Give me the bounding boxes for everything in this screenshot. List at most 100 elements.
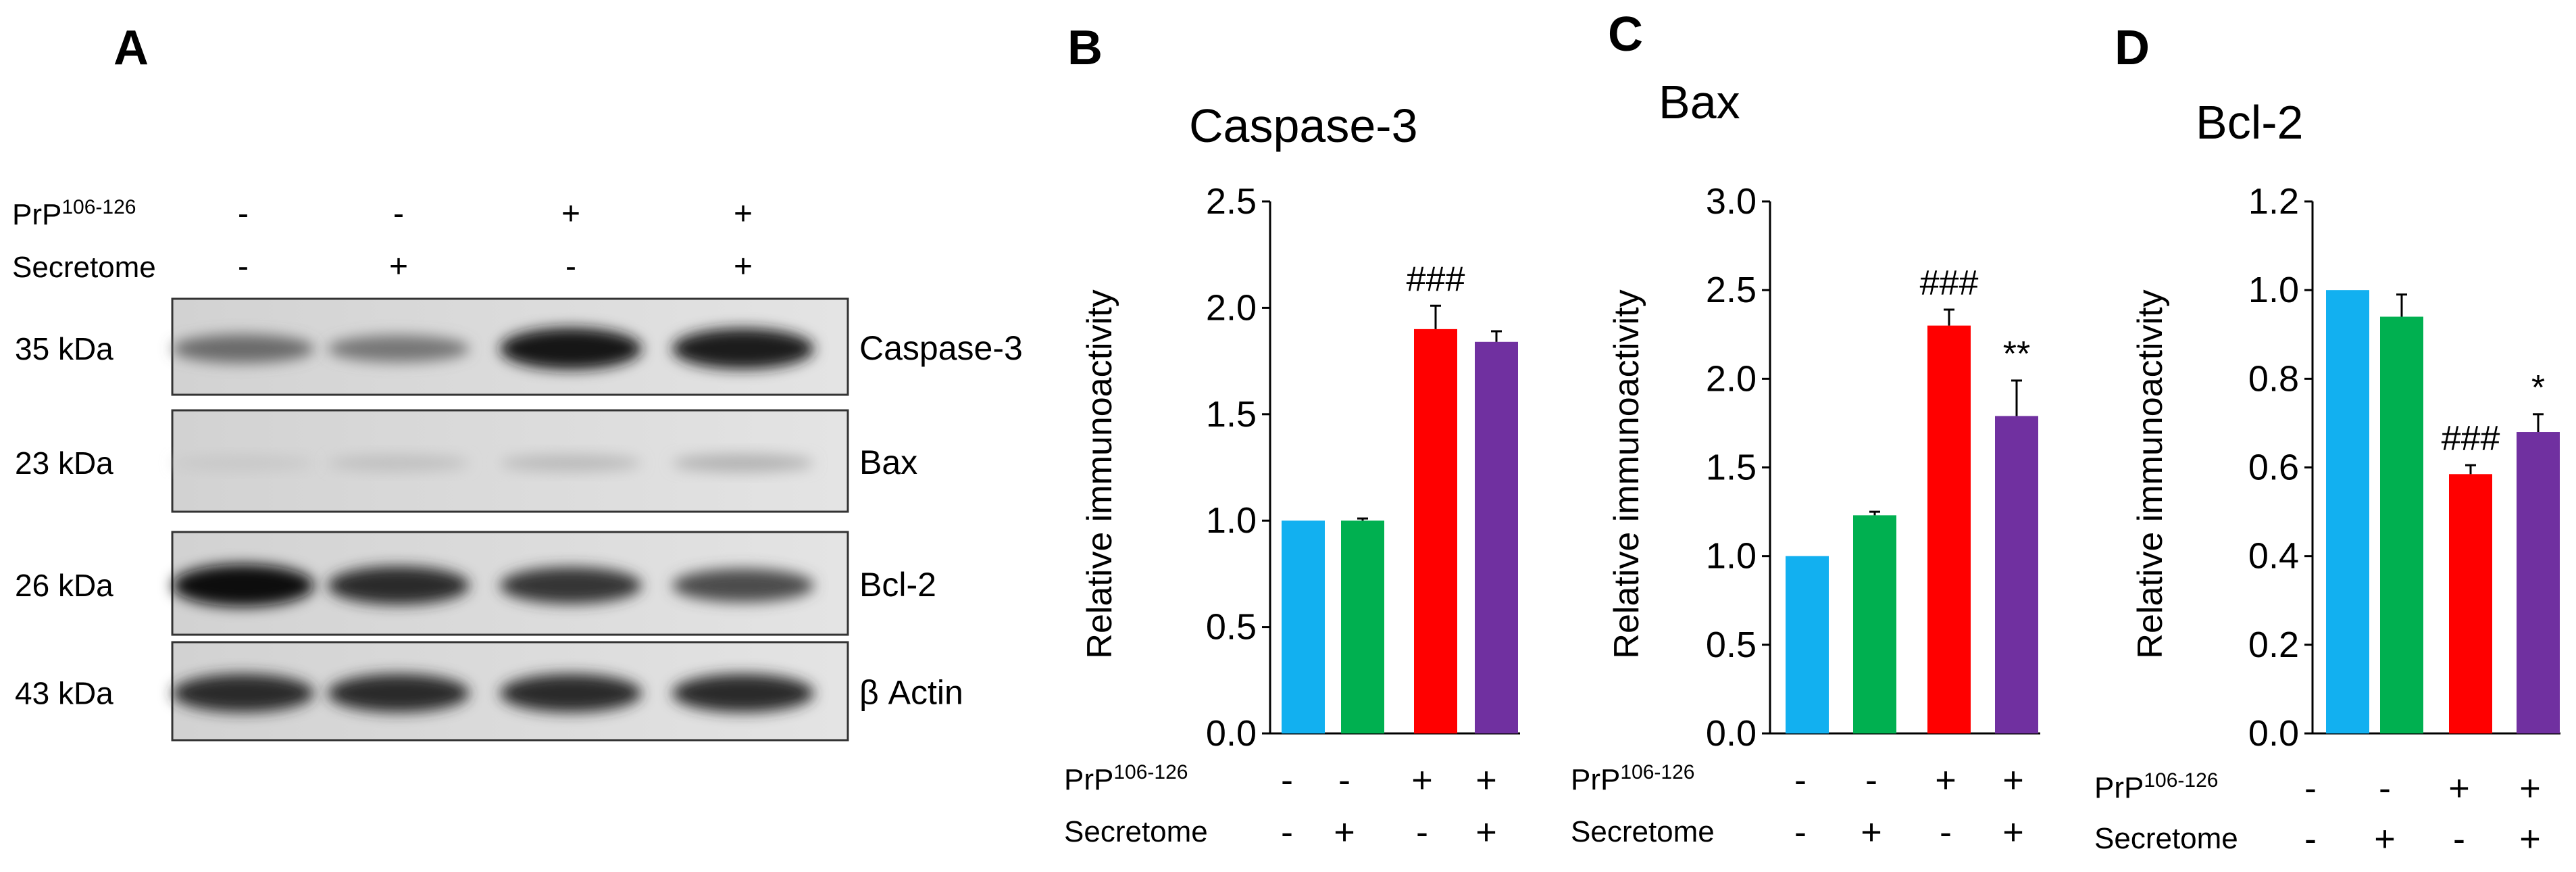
- bar: [1414, 329, 1457, 733]
- panel-label: C: [1608, 7, 1643, 62]
- prp-text: PrP: [1064, 763, 1113, 796]
- blot-panel: A PrP106-126 Secretome - - + + - + - + 35 kDa Ca…: [12, 21, 1023, 742]
- bar: [2380, 316, 2423, 733]
- secretome-sign: +: [1861, 812, 1882, 852]
- blot-row: 26 kDa Bcl-2: [15, 531, 936, 636]
- prp-sign: -: [1865, 760, 1877, 800]
- chart-panel: C Bax Relative immunoactivity 0.0 0.5 1.0 1.5 2…: [1571, 7, 2040, 852]
- y-tick-label: 2.5: [1206, 181, 1257, 222]
- significance-annotation: ###: [1920, 264, 1979, 303]
- prp-sign: -: [1338, 760, 1350, 800]
- blot-secretome-sign: -: [238, 249, 249, 285]
- blot-band: [328, 674, 470, 712]
- secretome-sign: -: [1940, 812, 1952, 852]
- y-tick-label: 1.0: [2248, 270, 2299, 310]
- y-tick-label: 0.5: [1206, 607, 1257, 648]
- secretome-sign: +: [2374, 819, 2396, 859]
- prp-sign: +: [1935, 760, 1956, 800]
- chart-title: Caspase-3: [1189, 99, 1418, 152]
- secretome-row-label: Secretome: [2094, 822, 2238, 855]
- blot-band: [500, 674, 642, 712]
- secretome-sign: -: [1416, 812, 1428, 852]
- bar: [1341, 520, 1384, 733]
- chart-panel: B Caspase-3 Relative immunoactivity 0.0 0.5 1…: [1064, 21, 1520, 852]
- blot-band: [500, 454, 642, 472]
- significance-annotation: **: [2003, 335, 2030, 374]
- y-tick-label: 1.5: [1706, 447, 1757, 488]
- secretome-sign: +: [1334, 812, 1355, 852]
- blot-band: [172, 456, 314, 470]
- bar: [1475, 341, 1518, 733]
- blot-band: [172, 564, 314, 607]
- prp-row-label: PrP106-126: [1571, 761, 1694, 796]
- y-axis-title: Relative immunoactivity: [1607, 289, 1646, 658]
- y-tick-label: 1.0: [1206, 500, 1257, 541]
- y-tick-label: 0.2: [2248, 625, 2299, 665]
- secretome-sign: -: [2453, 819, 2465, 859]
- secretome-sign: -: [1794, 812, 1807, 852]
- y-tick-label: 1.5: [1206, 394, 1257, 435]
- y-tick-label: 0.6: [2248, 447, 2299, 488]
- prp-sign: +: [2002, 760, 2024, 800]
- blot-band: [328, 455, 470, 471]
- blot-prp-text: PrP: [12, 198, 61, 231]
- blot-secretome-sign: +: [734, 249, 753, 285]
- blot-band: [328, 335, 470, 362]
- blot-row: 35 kDa Caspase-3: [15, 297, 1023, 396]
- bar: [1282, 520, 1325, 733]
- y-tick-label: 0.4: [2248, 536, 2299, 577]
- chart-panel: D Bcl-2 Relative immunoactivity 0.0 0.2 0.4 0.…: [2094, 21, 2560, 859]
- prp-text: PrP: [2094, 771, 2144, 804]
- bar: [2517, 432, 2560, 733]
- prp-sign: +: [1475, 760, 1497, 800]
- secretome-row-label: Secretome: [1571, 815, 1715, 848]
- significance-annotation: ###: [1407, 260, 1465, 299]
- blot-sign-rows: - - + + - + - +: [238, 196, 753, 285]
- blot-band: [500, 328, 642, 370]
- y-tick-label: 1.0: [1706, 536, 1757, 577]
- prp-superscript: 106-126: [1620, 761, 1694, 783]
- blot-band: [672, 568, 814, 602]
- prp-text: PrP: [1571, 763, 1620, 796]
- prp-sign: -: [2379, 768, 2391, 808]
- y-tick-label: 2.0: [1706, 358, 1757, 399]
- blot-protein-label: Caspase-3: [859, 329, 1023, 367]
- blot-kda-label: 43 kDa: [15, 675, 113, 710]
- y-axis-title: Relative immunoactivity: [1080, 289, 1119, 658]
- chart-title: Bax: [1659, 76, 1740, 128]
- prp-sign: -: [2304, 768, 2317, 808]
- prp-sign: -: [1794, 760, 1807, 800]
- bar: [1995, 416, 2038, 733]
- secretome-row-label: Secretome: [1064, 815, 1208, 848]
- blot-secretome-sign: -: [565, 249, 576, 285]
- prp-sign: +: [1411, 760, 1433, 800]
- blot-row: 23 kDa Bax: [15, 409, 917, 513]
- blot-kda-label: 23 kDa: [15, 445, 113, 481]
- y-tick-label: 1.2: [2248, 181, 2299, 222]
- blot-protein-label: β Actin: [859, 673, 963, 711]
- bar: [1853, 515, 1896, 733]
- blot-band: [500, 566, 642, 604]
- y-tick-label: 0.5: [1706, 625, 1757, 665]
- y-tick-label: 0.0: [2248, 713, 2299, 754]
- prp-sign: +: [2448, 768, 2470, 808]
- prp-row-label: PrP106-126: [1064, 761, 1188, 796]
- prp-sign: +: [2519, 768, 2541, 808]
- y-axis-title: Relative immunoactivity: [2131, 289, 2170, 658]
- blot-band: [172, 334, 314, 364]
- y-tick-label: 2.0: [1206, 287, 1257, 328]
- panel-label: B: [1067, 21, 1103, 75]
- bar-charts: B Caspase-3 Relative immunoactivity 0.0 0.5 1…: [1064, 7, 2560, 859]
- bar: [1786, 556, 1829, 733]
- blot-band: [672, 454, 814, 473]
- y-tick-label: 0.0: [1706, 713, 1757, 754]
- secretome-sign: -: [2304, 819, 2317, 859]
- secretome-sign: +: [2002, 812, 2024, 852]
- blot-kda-label: 35 kDa: [15, 331, 113, 366]
- prp-sign: -: [1281, 760, 1293, 800]
- blot-prp-sign: +: [561, 196, 580, 232]
- bar: [1927, 325, 1971, 734]
- panel-label-a: A: [113, 21, 149, 75]
- blot-kda-label: 26 kDa: [15, 568, 113, 603]
